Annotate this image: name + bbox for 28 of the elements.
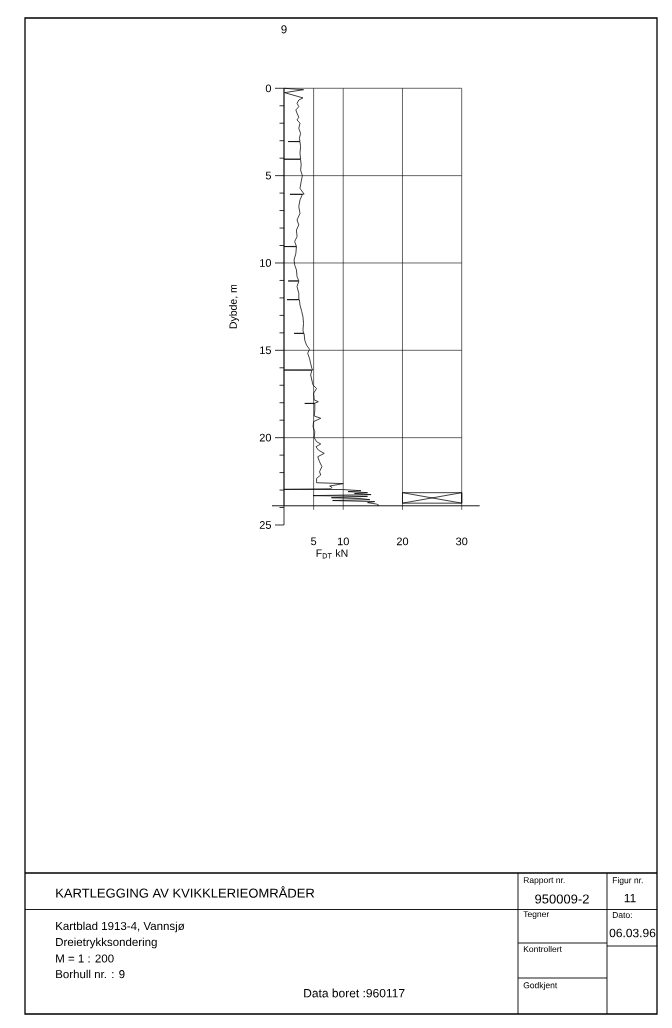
chart-title: 9 [281, 25, 287, 34]
y-tick-label: 10 [260, 259, 272, 267]
x-axis-title: F$_{DT}$ kN [316, 549, 348, 559]
x-tick-label: 5 [311, 537, 317, 546]
text: Dato: [612, 912, 632, 918]
text: KARTLEGGING AV KVIKKLERIEOMRÅDER [56, 886, 315, 898]
x-tick-label: 10 [337, 537, 349, 546]
y-tick-label: 5 [265, 171, 272, 180]
text: Borhull nr. : 9 [56, 969, 125, 979]
text: Figur nr. [612, 877, 643, 885]
text: Data boret :960117 [304, 988, 405, 998]
text: Dreietrykksondering [56, 937, 157, 949]
text: Kartblad 1913-4, Vannsjø [56, 921, 185, 933]
text: 06.03.96 [609, 928, 656, 938]
text: Kontrollert [523, 945, 562, 953]
text: Godkjent [523, 982, 558, 990]
text: 11 [624, 893, 636, 903]
text: 950009-2 [535, 894, 589, 904]
y-tick-label: 0 [265, 84, 272, 93]
text: Rapport nr. [523, 877, 565, 885]
y-axis-title: Dybde, m [229, 284, 239, 329]
x-tick-label: 30 [456, 537, 468, 546]
y-tick-label: 25 [259, 521, 272, 529]
y-tick-label: 15 [260, 346, 272, 355]
x-tick-label: 20 [396, 537, 409, 546]
text: Tegner [523, 911, 550, 919]
y-tick-label: 20 [259, 433, 272, 442]
text: M = 1 : 200 [56, 954, 114, 963]
